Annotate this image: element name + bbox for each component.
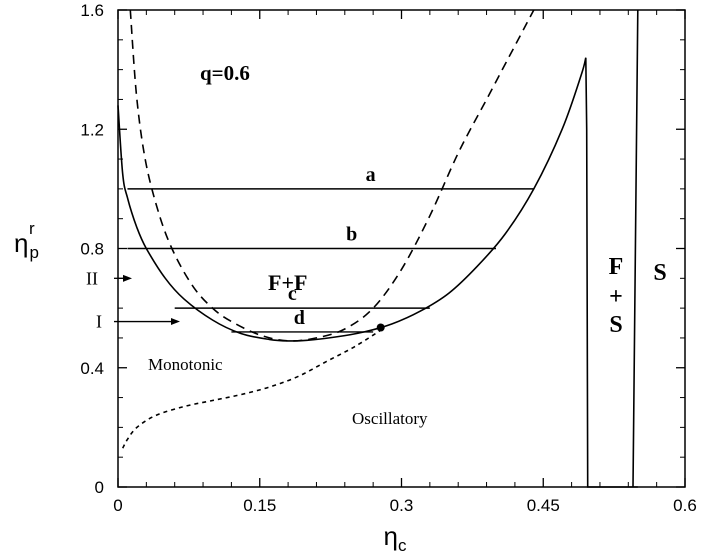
q-label: q=0.6 [200,61,250,85]
arrow-II-head [123,274,132,282]
y-tick-label: 0.4 [80,359,104,378]
ff-region-label: F+F [268,270,307,295]
markers: III [86,268,385,332]
arrow-I-head [171,318,180,326]
y-axis-label: ηpr [14,219,39,262]
dashed-curve [129,9,535,342]
y-tick-label: 1.6 [80,1,104,20]
s-region-label: S [653,260,666,286]
axis-ticks: 0 0.15 0.3 0.45 0.6 0 0.4 0.8 1.2 1.6 [80,1,696,515]
x-tick-label: 0.15 [243,496,276,515]
x-tick-label: 0 [113,496,122,515]
y-tick-label: 0.8 [80,240,104,259]
tie-lines: a b cd [127,164,534,333]
dotted-curve [121,328,384,449]
curves [117,9,639,488]
tie-line-label-c: c [288,283,297,305]
x-tick-label: 0.3 [390,496,414,515]
fs-region-label-plus: + [609,284,623,310]
solid-curve [117,9,639,488]
critical-point [376,323,385,332]
x-axis-label: ηc [384,521,407,555]
tie-line-label-a: a [366,164,376,186]
monotonic-label: Monotonic [148,355,223,374]
fs-region-label-s: S [609,312,622,338]
y-tick-label: 1.2 [80,120,104,139]
oscillatory-label: Oscillatory [352,409,428,428]
arrow-label-I: I [96,312,102,332]
arrow-label-II: II [86,268,98,288]
x-tick-label: 0.45 [527,496,560,515]
tie-line-label-d: d [294,307,305,329]
x-tick-label: 0.6 [673,496,697,515]
y-tick-label: 0 [95,478,104,497]
tie-line-label-b: b [346,224,357,246]
fs-region-label-f: F [609,254,624,280]
